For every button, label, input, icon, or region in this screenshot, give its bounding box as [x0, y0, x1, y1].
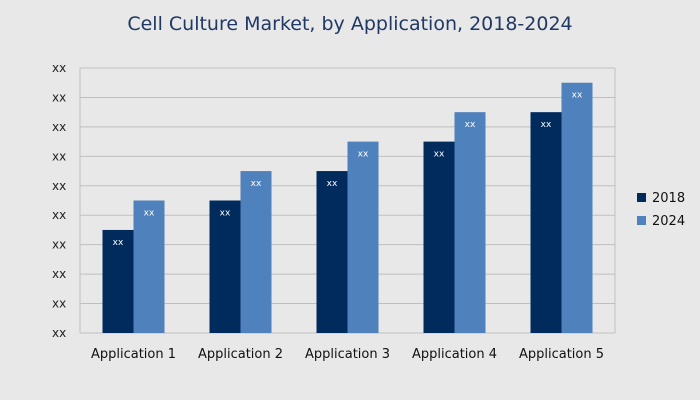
legend-label: 2018 — [652, 191, 685, 206]
y-tick-label: xx — [52, 208, 66, 222]
legend-label: 2024 — [652, 214, 685, 229]
y-tick-label: xx — [52, 297, 66, 311]
bar-2024-4 — [454, 112, 486, 334]
data-label: xx — [541, 120, 552, 130]
bar-2024-3 — [347, 141, 379, 333]
data-label: xx — [358, 150, 369, 160]
chart-title: Cell Culture Market, by Application, 201… — [127, 13, 572, 35]
bar-2018-2 — [209, 200, 241, 333]
y-tick-label: xx — [52, 238, 66, 252]
data-label: xx — [113, 238, 124, 248]
x-category-label: Application 2 — [198, 347, 283, 362]
y-tick-label: xx — [52, 326, 66, 340]
x-category-label: Application 3 — [305, 347, 390, 362]
legend-swatch-2018 — [637, 193, 646, 202]
data-label: xx — [327, 179, 338, 189]
bar-2024-1 — [133, 200, 165, 333]
y-tick-label: xx — [52, 120, 66, 134]
bar-2018-1 — [102, 229, 134, 333]
bar-2018-3 — [316, 171, 348, 333]
bar-2024-5 — [561, 82, 593, 333]
data-label: xx — [251, 179, 262, 189]
y-tick-label: xx — [52, 90, 66, 104]
legend-swatch-2024 — [637, 216, 646, 225]
data-labels: xx xx xx xx xx xx xx xx xx xx — [113, 91, 583, 248]
data-label: xx — [144, 209, 155, 219]
data-label: xx — [465, 120, 476, 130]
y-axis-ticks: xx xx xx xx xx xx xx xx xx xx — [52, 61, 66, 340]
y-tick-label: xx — [52, 61, 66, 75]
data-label: xx — [572, 91, 583, 101]
data-label: xx — [434, 150, 445, 160]
y-tick-label: xx — [52, 179, 66, 193]
bar-2024-2 — [240, 171, 272, 333]
bars — [102, 82, 593, 334]
y-tick-label: xx — [52, 149, 66, 163]
x-category-label: Application 5 — [519, 347, 604, 362]
data-label: xx — [220, 209, 231, 219]
y-tick-label: xx — [52, 267, 66, 281]
x-axis-categories: Application 1 Application 2 Application 3 A… — [91, 347, 604, 362]
x-category-label: Application 4 — [412, 347, 497, 362]
legend: 2018 2024 — [637, 191, 685, 229]
x-category-label: Application 1 — [91, 347, 176, 362]
bar-2018-4 — [423, 141, 455, 333]
bar-2018-5 — [530, 112, 562, 334]
